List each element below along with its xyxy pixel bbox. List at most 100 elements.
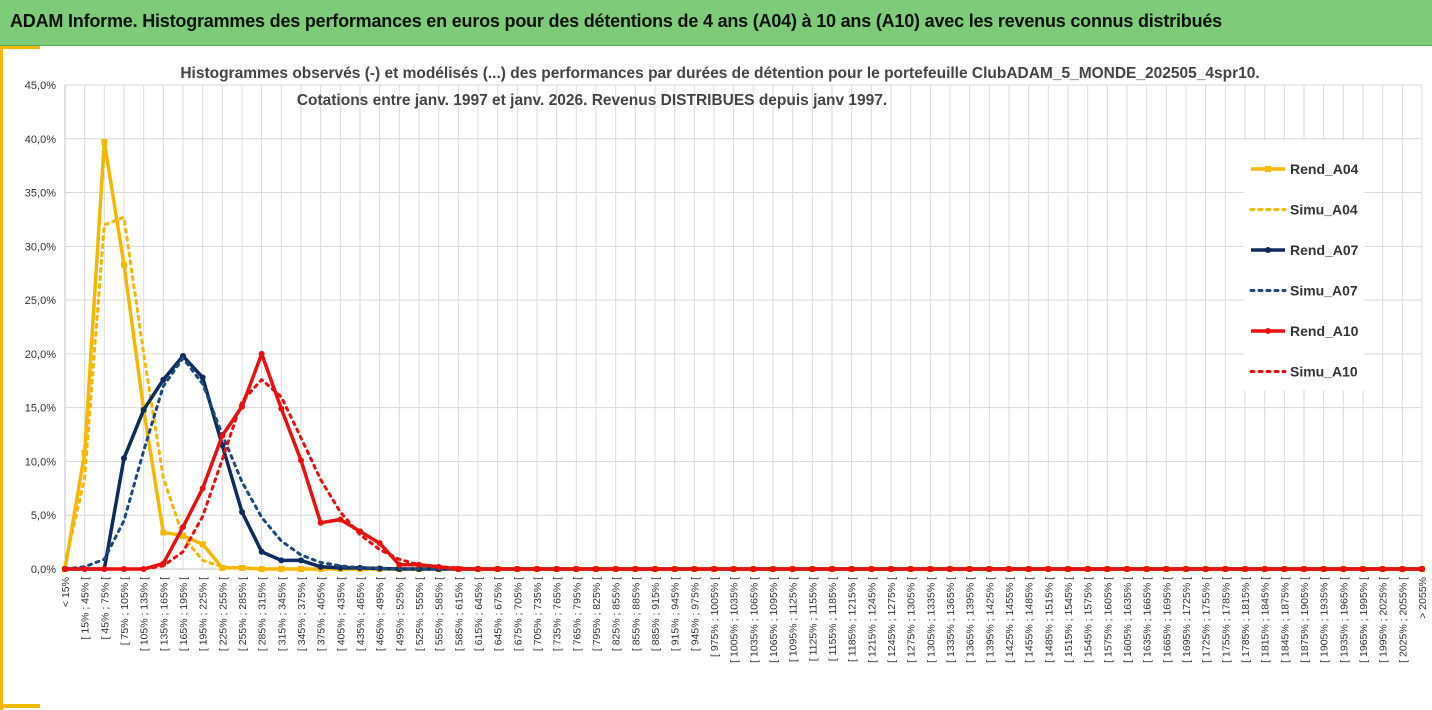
data-point-rend-a10 [258,350,265,357]
y-tick-label: 40,0% [25,134,56,146]
data-point-rend-a10 [711,566,717,572]
x-tick-label: [ 615% ; 645% [ [473,577,485,651]
data-point-rend-a10 [534,566,540,572]
legend-label-rend-a10: Rend_A10 [1290,323,1359,339]
x-tick-label: [ 1005% ; 1035% [ [729,577,741,663]
x-tick-label: [ 1905% ; 1935% [ [1319,577,1331,663]
data-point-rend-a10 [219,432,226,439]
x-tick-label: [ 1185% ; 1215% [ [847,577,859,662]
data-point-rend-a07 [199,374,206,381]
x-tick-label: [ 1605% ; 1635% [ [1122,577,1134,663]
x-tick-label: [ 1035% ; 1065% [ [748,577,760,663]
x-tick-label: [ 2025% ; 2055% [ [1397,577,1409,663]
x-tick-label: [ 15% ; 45% [ [80,577,92,640]
x-tick-label: [ 345% ; 375% [ [296,577,308,651]
data-point-rend-a10 [750,566,757,572]
data-point-rend-a10 [966,566,973,572]
x-tick-label: [ 675% ; 705% [ [512,577,524,651]
data-point-rend-a07 [298,557,304,564]
accent-bar-bottom [0,704,40,708]
x-tick-label: [ 1125% ; 1155% [ [807,577,819,661]
x-tick-label: [ 255% ; 285% [ [237,577,249,651]
x-tick-label: [ 1635% ; 1665% [ [1142,577,1154,663]
legend-marker-rend-a07 [1265,247,1271,253]
data-point-rend-a04 [219,564,226,571]
x-tick-label: [ 1155% ; 1185% [ [827,577,839,661]
x-tick-label: > 2055% [1417,577,1429,619]
x-tick-label: [ 1335% ; 1365% [ [945,577,957,663]
series-line-simu-a10 [63,378,1424,571]
x-tick-label: < 15% [60,577,72,607]
x-tick-label: [ 1095% ; 1125% [ [788,577,800,662]
legend-label-simu-a10: Simu_A10 [1290,364,1358,380]
data-point-rend-a10 [1183,566,1189,572]
chart-title-line-2: Cotations entre janv. 1997 et janv. 2026… [297,92,887,109]
x-tick-label: [ 1575% ; 1605% [ [1102,577,1114,663]
x-tick-label: [ 75% ; 105% [ [119,577,131,645]
x-tick-label: [ 1935% ; 1965% [ [1338,577,1350,663]
y-tick-label: 30,0% [25,241,56,253]
x-tick-label: [ 1425% ; 1455% [ [1004,577,1016,663]
data-point-rend-a10 [1222,566,1229,572]
x-tick-label: [ 105% ; 135% [ [139,577,151,651]
legend-marker-rend-a10 [1265,328,1271,334]
x-tick-label: [ 285% ; 315% [ [257,577,269,651]
x-tick-label: [ 945% ; 975% [ [689,577,701,651]
x-tick-label: [ 1755% ; 1785% [ [1220,577,1232,663]
data-point-rend-a07 [258,548,265,555]
legend-label-rend-a04: Rend_A04 [1290,161,1359,177]
data-point-rend-a10 [789,566,796,572]
header-title: ADAM Informe. Histogrammes des performan… [10,11,1222,31]
data-point-rend-a10 [180,524,186,531]
x-tick-label: [ 765% ; 795% [ [571,577,583,651]
x-tick-label: [ 825% ; 855% [ [611,577,623,651]
data-point-rend-a04 [101,139,108,146]
x-tick-label: [ 45% ; 75% [ [99,577,111,640]
legend-label-rend-a07: Rend_A07 [1290,242,1359,258]
x-tick-label: [ 135% ; 165% [ [158,577,170,651]
x-tick-label: [ 885% ; 915% [ [650,577,662,651]
x-tick-label: [ 1665% ; 1695% [ [1161,577,1173,663]
x-tick-label: [ 1515% ; 1545% [ [1063,577,1075,663]
legend-label-simu-a07: Simu_A07 [1290,283,1358,299]
x-tick-label: [ 1965% ; 1995% [ [1358,577,1370,663]
x-tick-label: [ 1725% ; 1755% [ [1201,577,1213,663]
y-tick-label: 20,0% [25,349,56,361]
data-point-rend-a10 [199,485,206,492]
x-tick-label: [ 1785% ; 1815% [ [1240,577,1252,663]
x-tick-label: [ 735% ; 765% [ [552,577,564,651]
data-point-rend-a10 [396,561,403,568]
x-tick-label: [ 465% ; 495% [ [375,577,387,651]
data-point-rend-a07 [121,455,127,462]
x-tick-label: [ 435% ; 465% [ [355,577,367,651]
x-tick-label: [ 195% ; 225% [ [198,577,210,651]
x-tick-label: [ 795% ; 825% [ [591,577,603,651]
series-layer [62,139,1425,572]
x-tick-label: [ 645% ; 675% [ [493,577,505,651]
x-tick-label: [ 1455% ; 1485% [ [1024,577,1036,663]
x-tick-label: [ 915% ; 945% [ [670,577,682,651]
y-tick-label: 35,0% [25,188,56,200]
x-axis: < 15% [ 15% ; 45% [ [ 45% ; 75% [ [ 75% ; 1… [60,568,1429,663]
accent-bar-left [0,46,3,710]
plot-area-background [50,49,1432,710]
x-tick-label: [ 1395% ; 1425% [ [984,577,996,663]
x-tick-label: [ 1485% ; 1515% [ [1043,577,1055,663]
y-tick-label: 0,0% [31,564,56,576]
legend: Rend_A04 Simu_A04 Rend_A07 Simu_A07 Rend_A10… [1244,140,1364,390]
data-point-rend-a10 [1006,566,1012,572]
y-tick-label: 25,0% [25,295,56,307]
data-point-rend-a10 [1399,566,1406,572]
data-point-rend-a04 [199,541,206,548]
x-tick-label: [ 1365% ; 1395% [ [965,577,977,663]
x-tick-label: [ 1695% ; 1725% [ [1181,577,1193,663]
data-point-rend-a07 [140,406,147,413]
x-tick-label: [ 1875% ; 1905% [ [1299,577,1311,663]
x-tick-label: [ 1065% ; 1095% [ [768,577,780,663]
x-tick-label: [ 1275% ; 1305% [ [906,577,918,663]
x-tick-label: [ 405% ; 435% [ [335,577,347,651]
data-point-rend-a10 [376,540,383,547]
data-point-rend-a07 [180,353,186,360]
data-point-rend-a07 [317,563,324,570]
